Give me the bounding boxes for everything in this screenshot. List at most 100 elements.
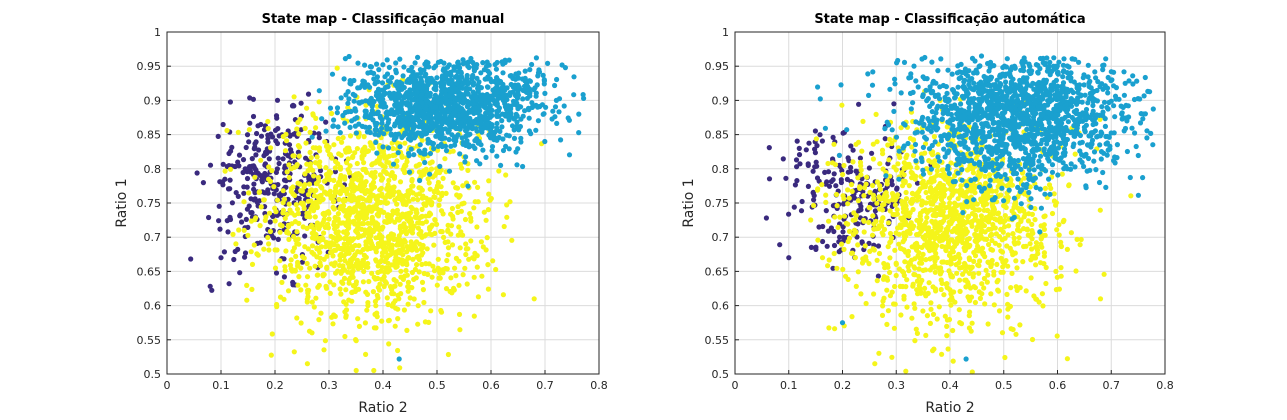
scatter-point (394, 91, 400, 97)
scatter-point (934, 316, 940, 322)
scatter-point (962, 230, 968, 236)
scatter-point (903, 368, 909, 374)
scatter-point (400, 245, 406, 252)
scatter-point (378, 185, 384, 191)
scatter-point (786, 211, 792, 217)
scatter-point (329, 71, 336, 77)
scatter-point (429, 119, 435, 126)
scatter-point (949, 246, 955, 252)
scatter-point (283, 131, 289, 137)
scatter-point (966, 243, 973, 249)
scatter-point (445, 129, 451, 135)
scatter-point (317, 159, 323, 165)
scatter-point (1038, 236, 1044, 242)
scatter-point (912, 305, 918, 311)
scatter-point (914, 232, 920, 238)
scatter-point (833, 191, 840, 198)
scatter-point (416, 231, 422, 237)
scatter-point (459, 135, 465, 141)
scatter-point (841, 196, 847, 202)
scatter-point (262, 170, 268, 177)
scatter-point (336, 196, 342, 203)
scatter-point (923, 219, 929, 225)
scatter-point (216, 218, 222, 224)
scatter-point (518, 135, 524, 141)
scatter-point (407, 79, 413, 85)
scatter-point (241, 199, 247, 205)
scatter-point (389, 290, 395, 297)
scatter-point (435, 256, 441, 262)
scatter-point (294, 315, 300, 321)
scatter-point (309, 235, 316, 241)
scatter-point (1073, 268, 1079, 274)
scatter-point (357, 195, 364, 201)
scatter-point (941, 146, 947, 152)
scatter-point (871, 247, 877, 253)
scatter-point (1041, 253, 1047, 259)
scatter-point (858, 291, 864, 297)
scatter-point (944, 214, 950, 220)
scatter-point (540, 72, 546, 78)
scatter-point (1000, 259, 1006, 265)
scatter-point (316, 131, 322, 137)
scatter-point (251, 242, 257, 248)
scatter-point (526, 115, 532, 121)
scatter-point (923, 332, 929, 338)
scatter-point (874, 257, 880, 263)
scatter-point (215, 133, 221, 139)
scatter-point (454, 96, 460, 102)
scatter-point (265, 125, 271, 132)
scatter-point (1029, 336, 1036, 343)
scatter-point (576, 111, 582, 117)
scatter-point (235, 193, 241, 199)
scatter-point (1018, 201, 1024, 207)
scatter-point (1000, 219, 1007, 225)
scatter-point (455, 60, 461, 66)
scatter-point (368, 64, 374, 70)
scatter-point (385, 301, 391, 308)
scatter-point (335, 124, 341, 130)
scatter-point (325, 147, 331, 154)
scatter-point (348, 259, 354, 265)
scatter-point (246, 127, 252, 133)
scatter-point (427, 101, 434, 107)
scatter-point (913, 173, 919, 179)
scatter-point (258, 133, 265, 139)
scatter-point (889, 354, 895, 360)
scatter-point (445, 351, 451, 358)
scatter-point (944, 323, 950, 329)
scatter-point (830, 177, 836, 183)
scatter-point (913, 326, 919, 332)
scatter-point (290, 102, 296, 108)
scatter-point (513, 114, 519, 120)
scatter-point (377, 172, 383, 178)
scatter-point (986, 241, 992, 248)
scatter-point (375, 275, 381, 282)
scatter-point (487, 114, 493, 120)
scatter-point (418, 214, 425, 220)
scatter-point (426, 319, 432, 325)
scatter-point (945, 224, 951, 230)
scatter-point (527, 67, 533, 73)
scatter-point (275, 155, 281, 161)
scatter-point (478, 98, 484, 104)
scatter-point (274, 197, 281, 203)
scatter-point (242, 254, 248, 260)
scatter-point (541, 81, 547, 87)
scatter-point (294, 206, 301, 212)
scatter-point (331, 206, 337, 212)
scatter-point (294, 229, 300, 235)
scatter-point (371, 184, 378, 190)
scatter-point (466, 100, 472, 106)
scatter-point (452, 265, 458, 271)
scatter-point (929, 264, 935, 270)
scatter-point (526, 78, 533, 84)
scatter-point (950, 327, 956, 334)
scatter-point (384, 71, 391, 77)
scatter-point (397, 179, 404, 185)
scatter-point (1128, 193, 1134, 199)
scatter-point (520, 163, 526, 170)
scatter-point (303, 140, 309, 146)
scatter-point (373, 79, 379, 85)
scatter-point (554, 76, 560, 83)
